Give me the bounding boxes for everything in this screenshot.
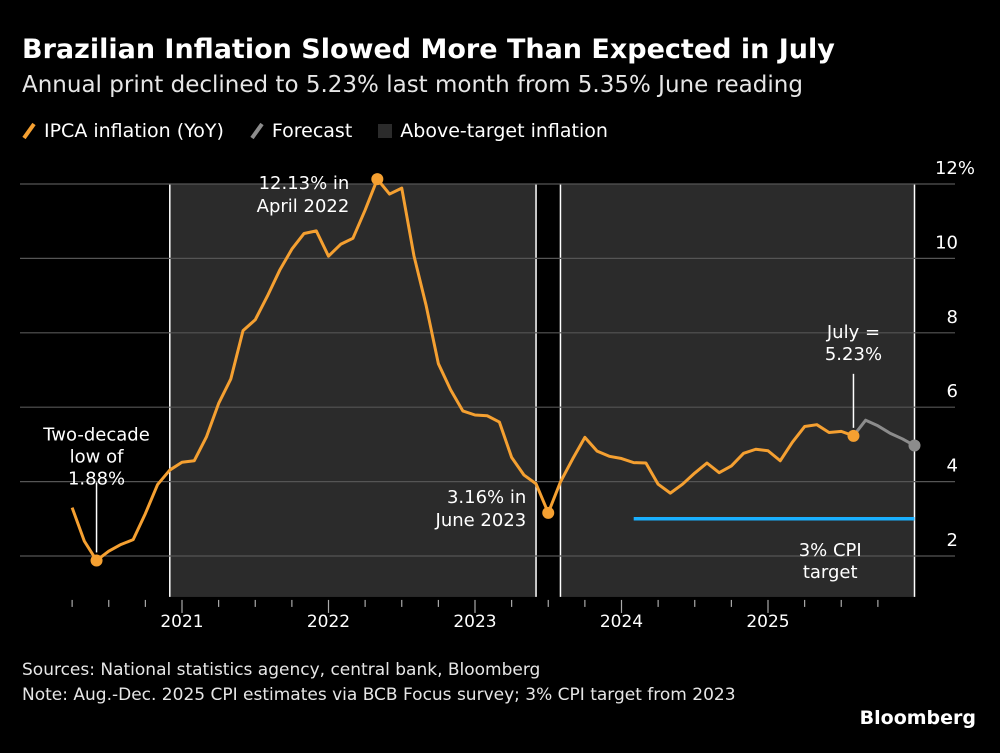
x-tick-label: 2023: [453, 612, 496, 632]
y-tick-label: 12%: [935, 158, 975, 179]
y-tick-label: 6: [947, 381, 958, 402]
annotation-line: 12.13% in: [259, 173, 350, 194]
annotation-line: 5.23%: [825, 344, 882, 365]
annotation-line: 3% CPI: [799, 540, 862, 561]
slash-line-icon: [250, 122, 264, 140]
chart-plot: 2 4 6 8 10 12% 2021 2022 2023 2024 2025 Two-decade l…: [20, 158, 975, 632]
legend: IPCA inflation (YoY) Forecast Above-targ…: [22, 120, 608, 142]
annotation-label: Two-decade low of 1.88%: [42, 424, 150, 489]
annotation-marker: [90, 554, 103, 567]
y-tick-label: 8: [947, 307, 958, 328]
y-tick-label: 4: [947, 456, 958, 477]
chart-title: Brazilian Inflation Slowed More Than Exp…: [22, 34, 835, 65]
legend-item-forecast: Forecast: [250, 120, 352, 142]
bloomberg-logo: Bloomberg: [859, 707, 976, 729]
forecast-line: [852, 418, 916, 447]
annotation-marker: [847, 429, 860, 442]
legend-item-above-target: Above-target inflation: [378, 120, 608, 142]
shaded-region: [560, 184, 915, 597]
shaded-region: [169, 184, 537, 597]
legend-label: Above-target inflation: [400, 120, 608, 142]
square-icon: [378, 124, 393, 138]
annotation-marker: [542, 506, 555, 519]
annotation-marker: [371, 173, 384, 186]
annotation-line: low of: [70, 446, 124, 467]
annotation-line: target: [803, 562, 858, 583]
annotation-label: 3% CPI target: [799, 540, 862, 583]
footer: Sources: National statistics agency, cen…: [22, 658, 822, 708]
legend-label: IPCA inflation (YoY): [44, 120, 224, 142]
forecast-end-marker: [908, 439, 921, 452]
annotation-line: April 2022: [257, 196, 350, 217]
chart-subtitle: Annual print declined to 5.23% last mont…: [22, 72, 803, 98]
annotation-line: Two-decade: [42, 424, 150, 445]
annotation-label: July = 5.23%: [825, 322, 882, 365]
x-tick-label: 2025: [746, 612, 789, 632]
x-tick-label: 2022: [307, 612, 350, 632]
x-tick-label: 2021: [160, 612, 203, 632]
y-tick-label: 10: [935, 232, 958, 253]
footnote: Note: Aug.-Dec. 2025 CPI estimates via B…: [22, 685, 736, 705]
sources-note: Sources: National statistics agency, cen…: [22, 660, 541, 680]
x-tick-label: 2024: [600, 612, 643, 632]
annotation-line: June 2023: [435, 510, 527, 531]
annotation-line: 1.88%: [68, 468, 125, 489]
annotation-line: 3.16% in: [447, 487, 526, 508]
legend-label: Forecast: [271, 120, 353, 142]
annotation-label: 12.13% in April 2022: [257, 173, 350, 217]
y-tick-label: 2: [947, 530, 958, 551]
annotation-label: 3.16% in June 2023: [435, 487, 527, 531]
legend-item-ipca: IPCA inflation (YoY): [22, 120, 224, 142]
annotation-line: July =: [826, 322, 880, 343]
slash-line-icon: [22, 122, 36, 140]
